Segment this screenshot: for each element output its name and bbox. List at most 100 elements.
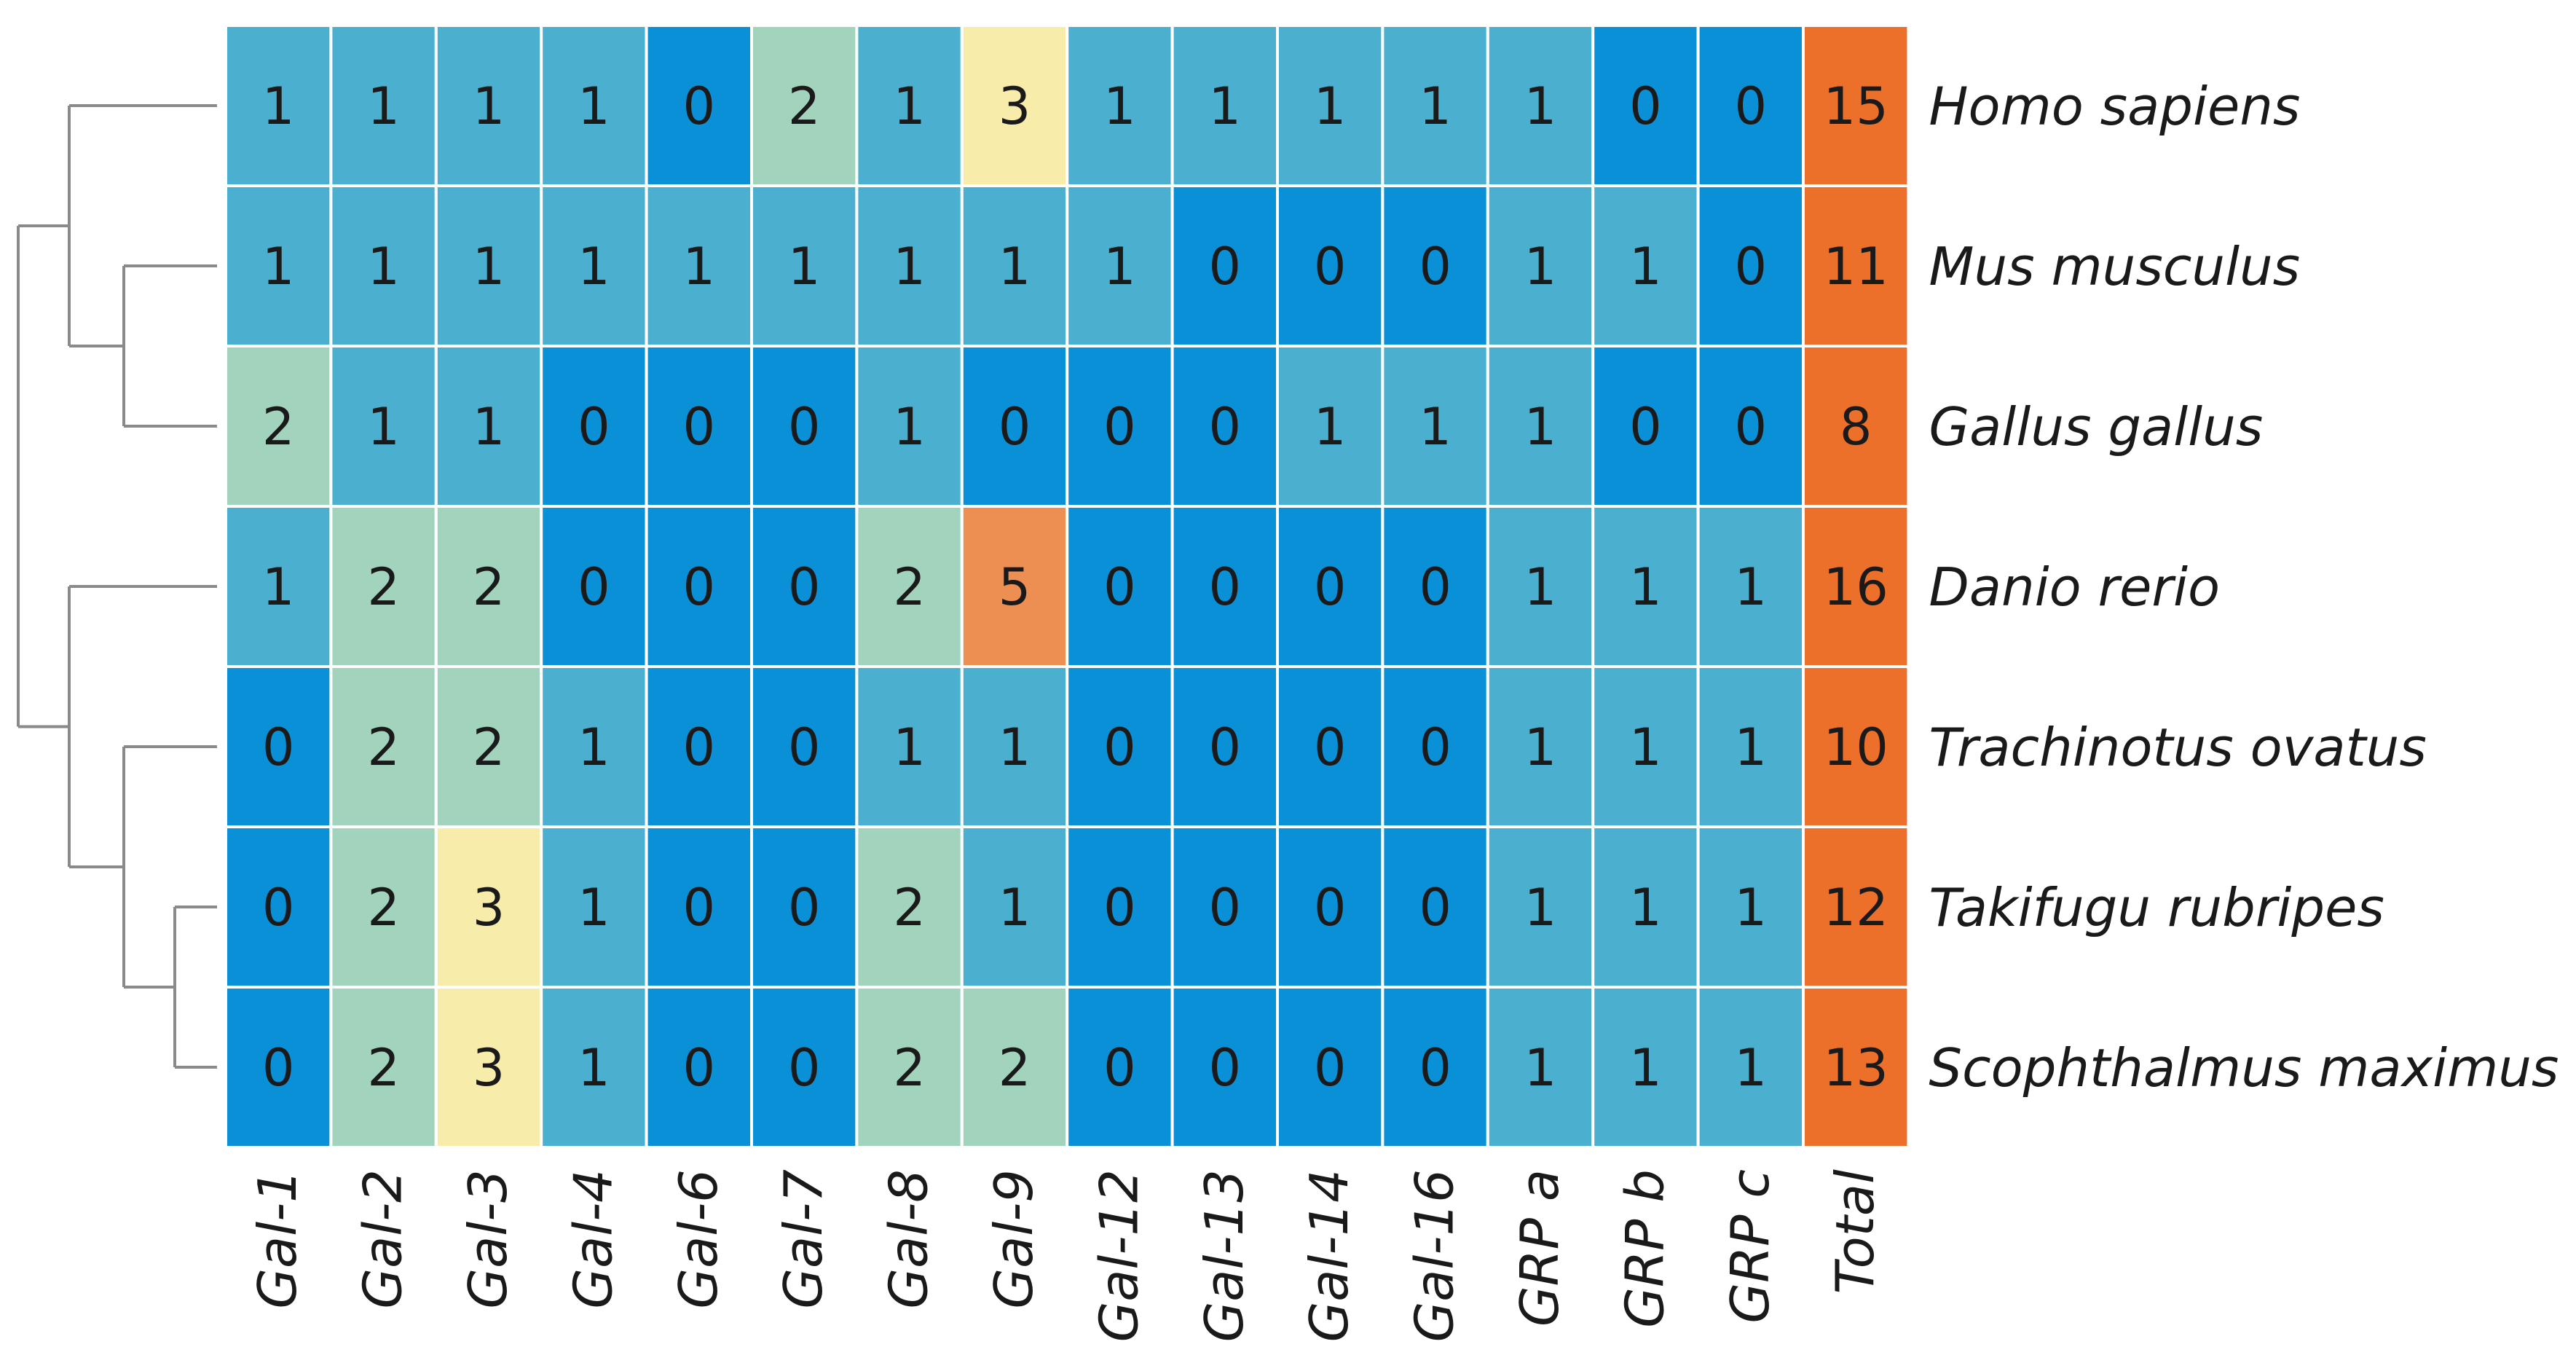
heatmap-cell (1486, 665, 1595, 828)
row-label: Danio rerio (1929, 557, 2220, 618)
cell-value-label: 1 (578, 1038, 610, 1098)
heatmap-cell (434, 184, 543, 347)
heatmap-cell (1802, 184, 1910, 347)
cell-value-label: 0 (788, 878, 821, 938)
cell-value-label: 0 (1314, 878, 1347, 938)
heatmap-cell (750, 345, 859, 508)
heatmap-cell (1276, 184, 1384, 347)
cell-value-label: 2 (367, 878, 400, 938)
column-label: Gal-16 (1404, 1169, 1465, 1343)
cell-value-label: 0 (578, 397, 610, 457)
cell-value-label: 1 (578, 76, 610, 136)
dendrogram (17, 104, 217, 1069)
cell-value-label: 5 (999, 557, 1031, 617)
cell-value-label: 1 (578, 718, 610, 777)
heatmap-cell (540, 986, 648, 1149)
cell-value-label: 0 (1419, 1038, 1452, 1098)
column-label: Gal-2 (352, 1169, 414, 1309)
heatmap-cell (1066, 505, 1174, 668)
heatmap-cell (540, 665, 648, 828)
cell-value-label: 2 (367, 1038, 400, 1098)
heatmap-cell (1486, 825, 1595, 989)
cell-value-label: 1 (367, 237, 400, 296)
column-label: Gal-7 (773, 1169, 834, 1309)
cell-value-label: 1 (473, 397, 505, 457)
heatmap-cell (329, 665, 438, 828)
heatmap-cell (1381, 345, 1489, 508)
heatmap-cell (329, 24, 438, 187)
cell-value-label: 1 (262, 557, 295, 617)
cell-value-label: 2 (367, 718, 400, 777)
cell-value-label: 2 (893, 557, 926, 617)
row-label: Mus musculus (1929, 236, 2300, 297)
cell-value-label: 0 (1103, 718, 1136, 777)
heatmap-cell (224, 184, 333, 347)
heatmap-cell (855, 986, 964, 1149)
column-label: Gal-9 (983, 1169, 1044, 1309)
cell-value-label: 15 (1824, 76, 1888, 136)
cell-value-label: 0 (683, 557, 716, 617)
cell-value-label: 2 (473, 718, 505, 777)
cell-value-label: 11 (1824, 237, 1888, 296)
column-label: Gal-1 (247, 1169, 308, 1309)
heatmap-cell (960, 986, 1069, 1149)
column-label: GRP a (1509, 1169, 1570, 1327)
heatmap-cell (1802, 24, 1910, 187)
cell-value-label: 0 (1735, 397, 1768, 457)
cell-value-label: 0 (1419, 237, 1452, 296)
cell-value-label: 12 (1824, 878, 1888, 938)
cell-value-label: 1 (1419, 76, 1452, 136)
heatmap-cell (645, 665, 753, 828)
cell-value-label: 0 (1735, 237, 1768, 296)
cell-value-label: 1 (893, 76, 926, 136)
cell-value-label: 1 (473, 76, 505, 136)
cell-value-label: 0 (1314, 1038, 1347, 1098)
cell-value-label: 1 (262, 76, 295, 136)
heatmap-cell (960, 184, 1069, 347)
heatmap-cell (434, 825, 543, 989)
heatmap-cell (1381, 505, 1489, 668)
heatmap-cell (1381, 24, 1489, 187)
cell-value-label: 0 (683, 718, 716, 777)
cell-value-label: 1 (1735, 557, 1768, 617)
cell-value-label: 1 (999, 878, 1031, 938)
heatmap-cells: 1 1 1 1 0 2 1 3 1 1 1 1 1 0 0 151 1 1 1 1 1 1 1 1 0 0 0 1 1 0 112 1 1 0 0 0… (224, 24, 1910, 1149)
heatmap-cell (1696, 505, 1805, 668)
cell-value-label: 0 (1735, 76, 1768, 136)
cell-value-label: 0 (788, 718, 821, 777)
heatmap-cell (1170, 345, 1279, 508)
cell-value-label: 8 (1840, 397, 1872, 457)
cell-value-label: 1 (578, 237, 610, 296)
cell-value-label: 1 (1524, 718, 1557, 777)
heatmap-cell (1066, 184, 1174, 347)
cell-value-label: 1 (1524, 1038, 1557, 1098)
heatmap-cell (1486, 24, 1595, 187)
cell-value-label: 1 (367, 76, 400, 136)
cell-value-label: 1 (262, 237, 295, 296)
cell-value-label: 0 (1209, 397, 1242, 457)
cell-value-label: 0 (683, 1038, 716, 1098)
cell-value-label: 1 (578, 878, 610, 938)
cell-value-label: 0 (1419, 878, 1452, 938)
cell-value-label: 1 (999, 237, 1031, 296)
heatmap-cell (750, 825, 859, 989)
row-labels: Homo sapiens Mus musculus Gallus gallus Dan… (1929, 76, 2559, 1099)
heatmap-cell (1591, 24, 1700, 187)
heatmap-cell (855, 345, 964, 508)
row-label: Homo sapiens (1929, 76, 2300, 137)
cell-value-label: 0 (1209, 718, 1242, 777)
cell-value-label: 1 (1629, 878, 1662, 938)
heatmap-cell (750, 986, 859, 1149)
cell-value-label: 0 (1103, 397, 1136, 457)
cell-value-label: 16 (1824, 557, 1888, 617)
cell-value-label: 2 (473, 557, 505, 617)
heatmap-cell (434, 986, 543, 1149)
heatmap-cell (329, 986, 438, 1149)
cell-value-label: 0 (262, 1038, 295, 1098)
cell-value-label: 0 (1103, 557, 1136, 617)
cell-value-label: 0 (788, 1038, 821, 1098)
cell-value-label: 1 (1735, 1038, 1768, 1098)
heatmap-cell (329, 505, 438, 668)
heatmap-cell (1486, 986, 1595, 1149)
heatmap-cell (1381, 665, 1489, 828)
